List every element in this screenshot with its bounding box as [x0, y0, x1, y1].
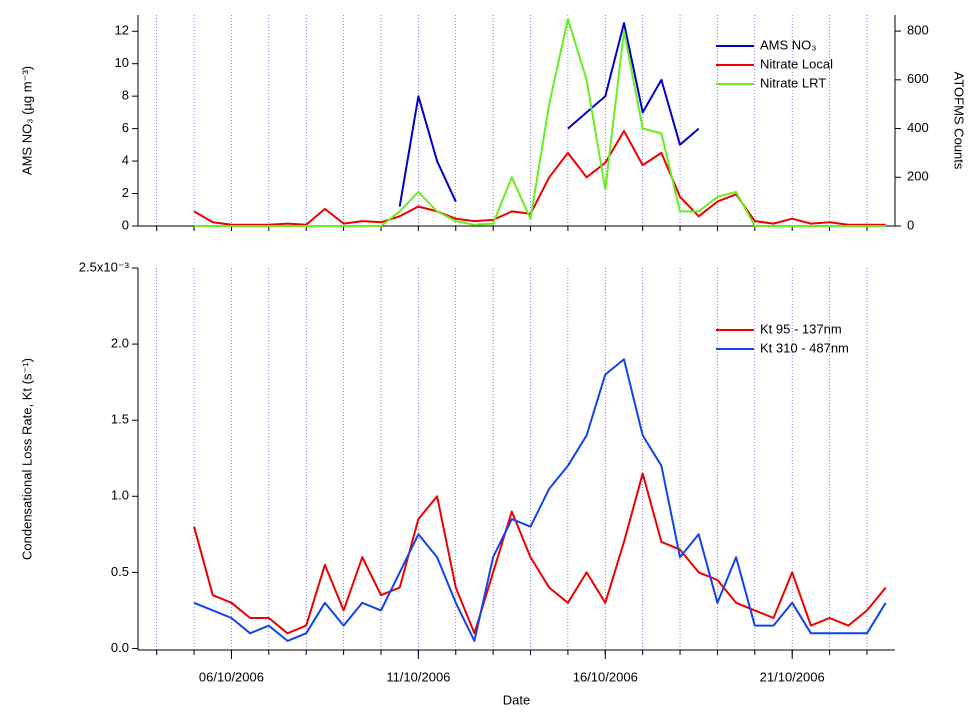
- y-tick-label: 10: [115, 55, 129, 70]
- x-tick-label: 11/10/2006: [386, 669, 450, 684]
- y-tick-label: 0.0: [111, 640, 129, 655]
- y2-tick-label: 600: [907, 71, 929, 86]
- series-line: [193, 358, 887, 642]
- y-tick-label: 2: [122, 185, 129, 200]
- x-tick-label: 16/10/2006: [573, 669, 638, 684]
- y-axis-label: AMS NO₃ (µg m⁻³): [19, 66, 34, 175]
- series-line: [194, 17, 886, 227]
- y-tick-label: 4: [122, 153, 129, 168]
- x-axis-label: Date: [503, 692, 530, 707]
- y2-tick-label: 0: [907, 217, 914, 232]
- x-tick-label: 21/10/2006: [760, 669, 825, 684]
- y-tick-label: 6: [122, 120, 129, 135]
- x-tick-label: 06/10/2006: [199, 669, 264, 684]
- series-line: [193, 472, 887, 635]
- y2-tick-label: 400: [907, 120, 929, 135]
- y2-tick-label: 800: [907, 23, 929, 38]
- y-tick-label: 1.5: [111, 412, 129, 427]
- series-line: [193, 130, 886, 226]
- legend-label: Nitrate LRT: [760, 75, 826, 90]
- legend-label: Kt 310 - 487nm: [760, 340, 849, 355]
- y-tick-label: 12: [115, 23, 129, 38]
- y-tick-label: 0: [122, 217, 129, 232]
- legend-label: Nitrate Local: [760, 56, 833, 71]
- y-tick-label: 2.0: [111, 336, 129, 351]
- y2-axis-label: ATOFMS Counts: [952, 72, 967, 170]
- y-tick-label: 1.0: [111, 488, 129, 503]
- legend-label: AMS NO₃: [760, 37, 817, 52]
- y-tick-label: 8: [122, 88, 129, 103]
- y-axis-label: Condensational Loss Rate, Kt (s⁻¹): [19, 358, 34, 560]
- y-tick-label: 0.5: [111, 564, 129, 579]
- y2-tick-label: 200: [907, 169, 929, 184]
- legend-label: Kt 95 - 137nm: [760, 321, 842, 336]
- y-tick-label: 2.5x10⁻³: [79, 259, 130, 274]
- series-line: [398, 22, 700, 207]
